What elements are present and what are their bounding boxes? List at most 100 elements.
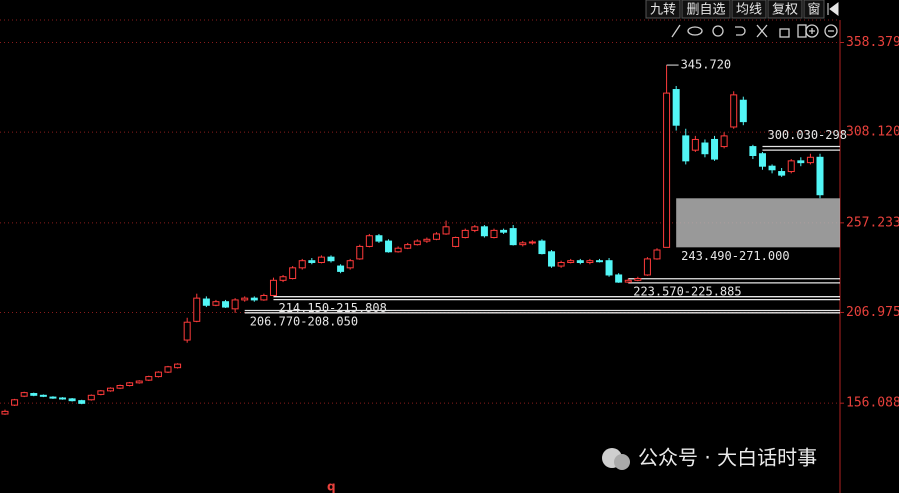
candle-body bbox=[183, 321, 191, 341]
toolbar-button-label[interactable]: 均线 bbox=[736, 3, 762, 18]
candle-body bbox=[672, 89, 680, 126]
candle-body bbox=[490, 229, 498, 239]
candle-body bbox=[222, 301, 230, 308]
zone-label: 214.150-215.808 bbox=[278, 301, 386, 315]
candle-body bbox=[11, 399, 19, 406]
zone-label: 300.030-298 bbox=[767, 128, 846, 142]
toolbar-button-label[interactable]: 复权 bbox=[772, 2, 798, 18]
toolbar-button[interactable] bbox=[803, 0, 825, 19]
candle-body bbox=[682, 135, 690, 162]
candle-body bbox=[519, 242, 527, 246]
candle-body bbox=[154, 371, 162, 378]
candle-body bbox=[548, 251, 556, 267]
candle-body bbox=[193, 297, 201, 322]
candle-body bbox=[20, 392, 28, 397]
candle-body bbox=[806, 156, 814, 164]
candle-body bbox=[308, 260, 316, 263]
candle-body bbox=[39, 394, 47, 397]
candle-body bbox=[279, 276, 287, 281]
lock-icon[interactable] bbox=[779, 28, 790, 38]
zoom-out-icon[interactable] bbox=[824, 24, 838, 38]
peak-label: 345.720 bbox=[681, 58, 732, 72]
candle-body bbox=[317, 256, 325, 263]
candle-body bbox=[385, 240, 393, 253]
candle-body bbox=[231, 299, 239, 310]
pencil-icon[interactable] bbox=[671, 24, 681, 38]
candle-body bbox=[394, 247, 402, 253]
candle-body bbox=[480, 226, 488, 237]
candle-body bbox=[701, 142, 709, 155]
y-tick-label: 358.379 bbox=[846, 35, 899, 50]
candle-body bbox=[365, 235, 373, 247]
candle-body bbox=[68, 398, 76, 402]
candle-body bbox=[346, 260, 354, 269]
candle-body bbox=[87, 394, 95, 401]
zone-label: 223.570-225.885 bbox=[633, 284, 741, 298]
tool-icons bbox=[671, 24, 838, 38]
candle-body bbox=[337, 265, 345, 272]
candle-body bbox=[423, 238, 431, 242]
candle-body bbox=[471, 226, 479, 231]
candle-body bbox=[78, 400, 86, 404]
candle-body bbox=[241, 297, 249, 301]
candle-body bbox=[174, 363, 182, 369]
candle-body bbox=[787, 160, 795, 173]
candle-body bbox=[250, 297, 258, 301]
candle-body bbox=[624, 279, 632, 283]
candle-body bbox=[260, 294, 268, 301]
ring-icon[interactable] bbox=[712, 25, 724, 37]
cut-icon[interactable] bbox=[756, 24, 768, 38]
candle-body bbox=[452, 237, 460, 247]
undo-icon[interactable] bbox=[735, 26, 746, 36]
toolbar-button[interactable] bbox=[731, 0, 767, 19]
toolbar-button[interactable] bbox=[645, 0, 681, 19]
candle-body bbox=[1, 410, 9, 415]
candle-body bbox=[643, 258, 651, 276]
watermark-text: 公众号 · 大白话时事 bbox=[638, 446, 817, 470]
zone-label: 206.770-208.050 bbox=[250, 314, 358, 328]
candle-body bbox=[164, 366, 172, 373]
candle-body bbox=[404, 244, 412, 249]
toolbar-button-label[interactable]: 删自选 bbox=[686, 3, 725, 18]
y-tick-label: 308.120 bbox=[846, 125, 899, 140]
zoom-in-icon[interactable] bbox=[805, 24, 819, 38]
candle-body bbox=[145, 376, 153, 381]
candle-body bbox=[749, 146, 757, 157]
toolbar-button[interactable] bbox=[681, 0, 731, 19]
candle-body bbox=[327, 256, 335, 262]
toolbar-button[interactable] bbox=[767, 0, 803, 19]
candle-body bbox=[663, 92, 671, 248]
candle-body bbox=[528, 241, 536, 244]
zone-box bbox=[676, 198, 840, 248]
collapse-button[interactable] bbox=[827, 2, 839, 16]
candle-body bbox=[615, 274, 623, 283]
candle-body bbox=[691, 138, 699, 151]
candle-body bbox=[97, 390, 105, 395]
candle-body bbox=[816, 156, 824, 196]
candle-body bbox=[538, 240, 546, 255]
candle-body bbox=[298, 260, 306, 269]
candle-body bbox=[289, 267, 297, 280]
candle-body bbox=[720, 135, 728, 148]
eye-icon[interactable] bbox=[687, 26, 703, 36]
zone-label: 243.490-271.000 bbox=[681, 249, 789, 263]
candle-body bbox=[30, 393, 38, 396]
candle-body bbox=[126, 382, 134, 387]
candle-body bbox=[576, 260, 584, 263]
toolbar-button-label[interactable]: 窗 bbox=[807, 2, 820, 18]
candle-body bbox=[461, 229, 469, 239]
candle-body bbox=[49, 396, 57, 399]
toolbar-button-label[interactable]: 九转 bbox=[650, 3, 676, 18]
zoom-in-plus bbox=[809, 28, 815, 34]
candle-body bbox=[605, 260, 613, 276]
candle-body bbox=[106, 387, 114, 392]
candle-body bbox=[730, 94, 738, 128]
candle-body bbox=[509, 228, 517, 246]
candle-body bbox=[59, 397, 67, 400]
watermark-icon bbox=[614, 454, 630, 470]
candle-body bbox=[586, 260, 594, 263]
candle-body bbox=[116, 385, 124, 389]
candle-body bbox=[413, 240, 421, 246]
candle-body bbox=[356, 245, 364, 260]
